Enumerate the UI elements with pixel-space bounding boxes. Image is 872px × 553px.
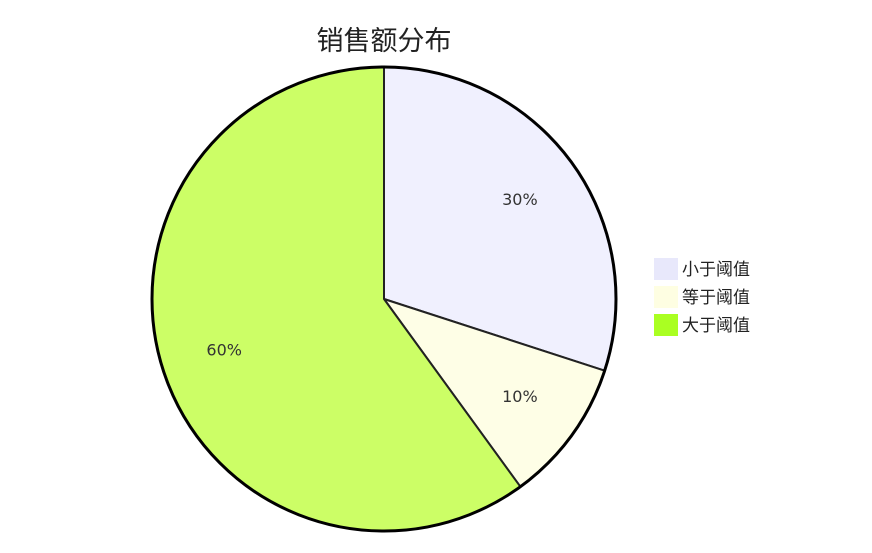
legend-swatch-1 <box>654 258 678 280</box>
pie-outline <box>150 65 618 533</box>
slice-label-2: 10% <box>502 387 538 406</box>
legend-swatch-2 <box>654 286 678 308</box>
legend-label-3: 大于阈值 <box>682 316 750 336</box>
legend-label-1: 小于阈值 <box>682 260 750 280</box>
slice-label-1: 30% <box>502 190 538 209</box>
pie-slices <box>150 65 618 533</box>
legend-label-2: 等于阈值 <box>682 288 750 308</box>
slice-label-3: 60% <box>206 340 242 359</box>
pie-slice-labels: 30% 10% 60% <box>206 190 537 406</box>
chart-title: 销售额分布 <box>317 26 452 57</box>
legend-swatch-3 <box>654 314 678 336</box>
